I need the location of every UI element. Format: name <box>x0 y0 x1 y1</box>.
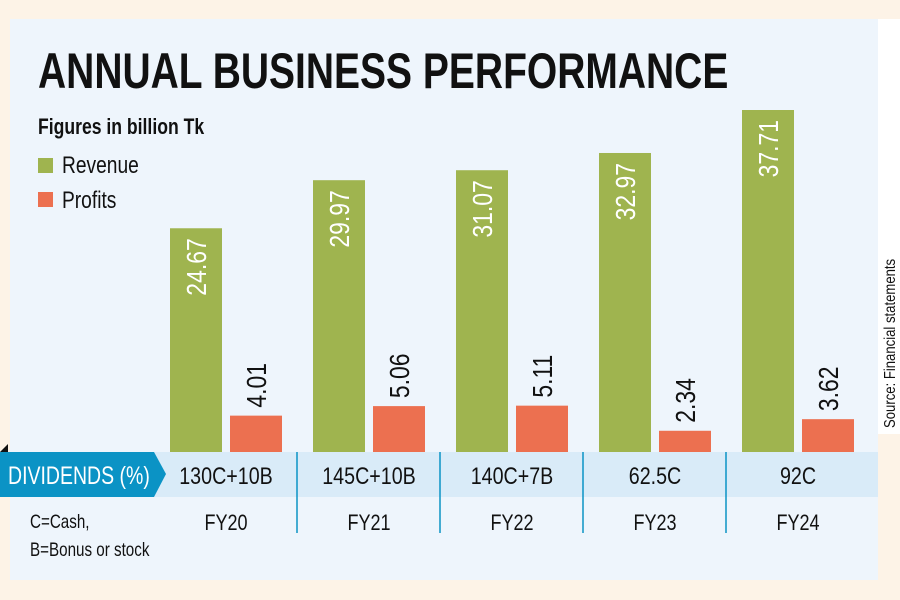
data-label-revenue-fy20: 24.67 <box>182 238 213 295</box>
bar-profits-fy24 <box>802 419 854 452</box>
dividend-value-fy20: 130C+10B <box>179 462 273 489</box>
bar-revenue-fy24 <box>742 110 794 452</box>
source-strip <box>878 19 900 434</box>
legend-label-revenue: Revenue <box>62 151 139 179</box>
bar-revenue-fy22 <box>456 170 508 452</box>
axis-marker <box>0 444 8 452</box>
dividends-label-arrow <box>0 452 166 497</box>
bar-profits-fy22 <box>516 405 568 452</box>
dividend-value-fy24: 92C <box>780 462 816 489</box>
bar-profits-fy23 <box>659 430 711 452</box>
legend-swatch-profits <box>38 192 53 207</box>
bar-revenue-fy20 <box>170 228 222 452</box>
bar-profits-fy21 <box>373 406 425 452</box>
x-tick-fy22: FY22 <box>490 511 533 535</box>
note-cash: C=Cash, <box>30 510 90 532</box>
dividend-value-fy21: 145C+10B <box>322 462 416 489</box>
dividends-label: DIVIDENDS (%) <box>8 462 150 490</box>
data-label-profits-fy24: 3.62 <box>814 366 845 411</box>
data-label-profits-fy20: 4.01 <box>242 363 273 408</box>
data-label-revenue-fy22: 31.07 <box>468 180 499 237</box>
data-label-profits-fy23: 2.34 <box>671 378 702 423</box>
bar-revenue-fy23 <box>599 152 651 452</box>
chart-subtitle: Figures in billion Tk <box>38 115 205 139</box>
bar-revenue-fy21 <box>313 180 365 452</box>
data-label-profits-fy21: 5.06 <box>385 353 416 398</box>
x-tick-fy20: FY20 <box>204 511 247 535</box>
note-bonus: B=Bonus or stock <box>30 538 150 560</box>
data-label-revenue-fy24: 37.71 <box>754 120 785 177</box>
bar-profits-fy20 <box>230 415 282 452</box>
x-tick-fy21: FY21 <box>347 511 390 535</box>
x-tick-fy24: FY24 <box>776 511 819 535</box>
data-label-revenue-fy21: 29.97 <box>325 190 356 247</box>
x-tick-fy23: FY23 <box>633 511 676 535</box>
chart-title: ANNUAL BUSINESS PERFORMANCE <box>38 42 728 99</box>
dividend-value-fy23: 62.5C <box>629 462 682 489</box>
legend-swatch-revenue <box>38 158 53 173</box>
dividend-value-fy22: 140C+7B <box>471 462 554 489</box>
source-note: Source: Financial statements <box>882 259 899 428</box>
data-label-revenue-fy23: 32.97 <box>611 163 642 220</box>
legend-label-profits: Profits <box>62 186 117 214</box>
data-label-profits-fy22: 5.11 <box>528 355 559 398</box>
